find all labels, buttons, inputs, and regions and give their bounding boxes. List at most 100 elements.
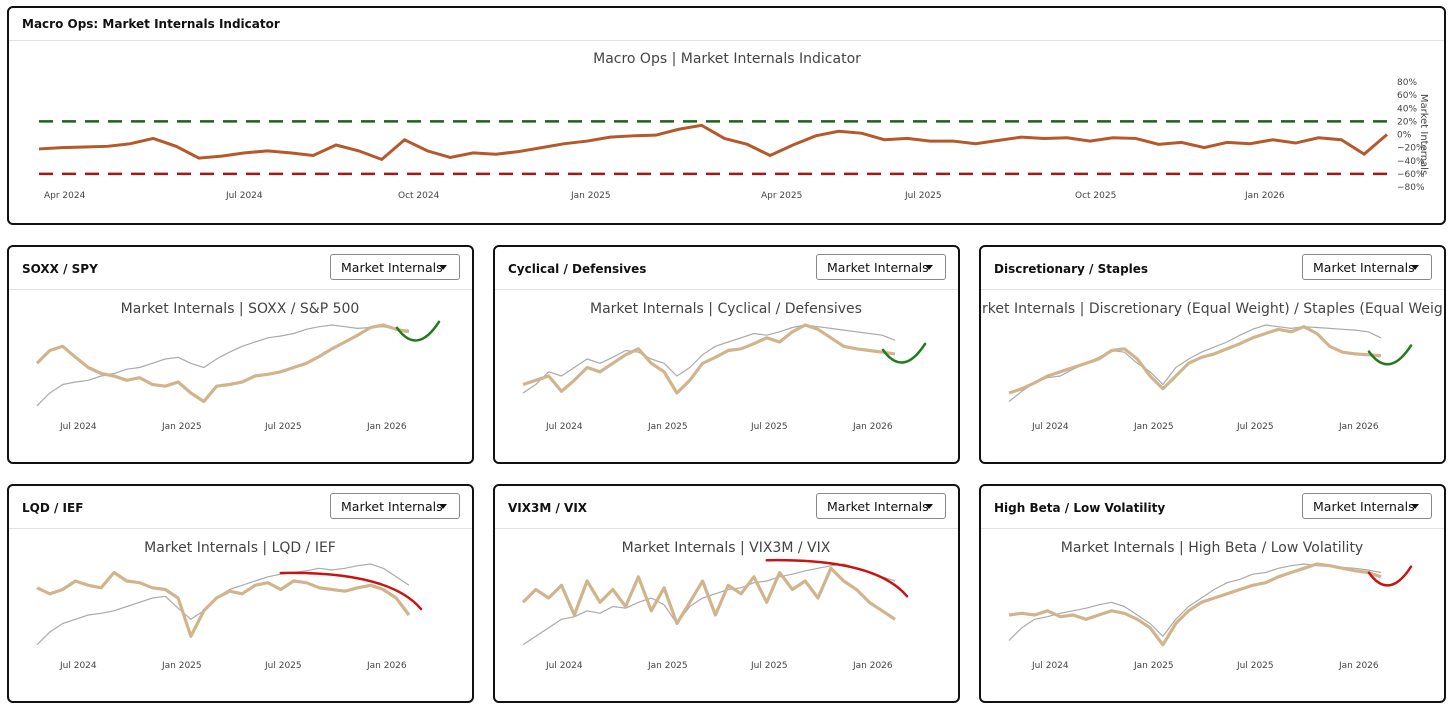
chart-title: Market Internals | VIX3M / VIX bbox=[622, 540, 831, 556]
main-panel-title: Macro Ops: Market Internals Indicator bbox=[22, 17, 280, 31]
panel-header: SOXX / SPY Market Internals bbox=[9, 247, 472, 290]
series-line-market-internals bbox=[35, 323, 410, 404]
x-tick-label: Jan 2025 bbox=[647, 661, 688, 671]
market-internals-dropdown[interactable]: Market Internals bbox=[816, 254, 946, 280]
panel-title: Cyclical / Defensives bbox=[508, 262, 647, 276]
y-tick-label: 60% bbox=[1397, 91, 1417, 101]
market-internals-dropdown[interactable]: Market Internals bbox=[816, 493, 946, 519]
panel-vix3m-vix: VIX3M / VIX Market Internals Market Inte… bbox=[493, 484, 960, 703]
caret-down-icon bbox=[439, 265, 447, 270]
discretionary-staples-chart: Market Internals | Discretionary (Equal … bbox=[981, 301, 1444, 432]
caret-down-icon bbox=[1411, 265, 1419, 270]
panel-title: High Beta / Low Volatility bbox=[994, 501, 1166, 515]
x-tick-label: Jan 2026 bbox=[852, 661, 893, 671]
cyclical-defensives-chart: Market Internals | Cyclical / Defensives… bbox=[522, 301, 927, 432]
y-axis-label: Market Internals bbox=[1418, 94, 1429, 175]
panel-header: Cyclical / Defensives Market Internals bbox=[495, 247, 958, 290]
panel-soxx-spy: SOXX / SPY Market Internals Market Inter… bbox=[7, 245, 474, 464]
main-indicator-panel: Macro Ops: Market Internals Indicator Ma… bbox=[7, 6, 1446, 225]
panel-header: High Beta / Low Volatility Market Intern… bbox=[981, 486, 1444, 529]
chart-title: Market Internals | Discretionary (Equal … bbox=[981, 301, 1444, 317]
series-line-benchmark bbox=[1008, 324, 1382, 402]
y-tick-label: −80% bbox=[1397, 183, 1425, 193]
x-tick-label: Oct 2025 bbox=[1075, 191, 1116, 201]
caret-down-icon bbox=[1411, 504, 1419, 509]
panel-title: SOXX / SPY bbox=[22, 262, 98, 276]
x-tick-label: Jul 2025 bbox=[1236, 661, 1274, 671]
x-tick-label: Jul 2025 bbox=[264, 661, 302, 671]
x-tick-label: Jul 2025 bbox=[264, 422, 302, 432]
annotation-arc bbox=[279, 571, 423, 611]
panel-high-beta-low-volatility: High Beta / Low Volatility Market Intern… bbox=[979, 484, 1446, 703]
x-tick-label: Jul 2024 bbox=[59, 661, 97, 671]
market-internals-dropdown[interactable]: Market Internals bbox=[330, 254, 460, 280]
y-tick-label: 40% bbox=[1397, 104, 1417, 114]
series-line-market-internals bbox=[38, 123, 1388, 162]
x-tick-label: Oct 2024 bbox=[398, 191, 440, 201]
dropdown-label: Market Internals bbox=[1313, 260, 1415, 275]
x-tick-label: Jan 2025 bbox=[1133, 422, 1174, 432]
soxx-spy-chart: Market Internals | SOXX / S&P 500 Jul 202… bbox=[35, 301, 441, 432]
market-internals-dropdown[interactable]: Market Internals bbox=[1302, 493, 1432, 519]
x-tick-label: Jul 2025 bbox=[904, 191, 942, 201]
series-line-market-internals bbox=[521, 566, 896, 626]
x-tick-label: Jul 2024 bbox=[545, 661, 583, 671]
y-tick-label: 0% bbox=[1397, 131, 1412, 141]
x-tick-label: Jul 2024 bbox=[59, 422, 97, 432]
x-tick-label: Jul 2024 bbox=[1031, 422, 1069, 432]
caret-down-icon bbox=[439, 504, 447, 509]
annotation-arc bbox=[881, 342, 927, 364]
y-tick-label: 80% bbox=[1397, 78, 1417, 88]
series-line-market-internals bbox=[1008, 325, 1382, 395]
x-tick-label: Jan 2025 bbox=[161, 661, 202, 671]
panel-title: Discretionary / Staples bbox=[994, 262, 1149, 276]
caret-down-icon bbox=[925, 265, 933, 270]
lqd-ief-chart: Market Internals | LQD / IEF Jul 2024 Jan … bbox=[36, 540, 423, 671]
y-tick-label: −40% bbox=[1397, 157, 1425, 167]
y-tick-label: 20% bbox=[1397, 117, 1417, 127]
series-line-benchmark bbox=[522, 324, 896, 394]
panel-header: LQD / IEF Market Internals bbox=[9, 486, 472, 529]
chart-title: Market Internals | High Beta / Low Volat… bbox=[1061, 540, 1363, 556]
series-line-market-internals bbox=[1008, 562, 1382, 647]
x-tick-label: Jul 2024 bbox=[225, 191, 263, 201]
x-tick-label: Jan 2026 bbox=[852, 422, 893, 432]
main-indicator-chart: Macro Ops | Market Internals Indicator 80… bbox=[38, 51, 1429, 201]
x-tick-label: Jan 2026 bbox=[366, 661, 407, 671]
x-tick-label: Jan 2025 bbox=[161, 422, 202, 432]
dropdown-label: Market Internals bbox=[1313, 499, 1415, 514]
main-panel-header: Macro Ops: Market Internals Indicator bbox=[9, 8, 1444, 41]
dropdown-label: Market Internals bbox=[827, 260, 929, 275]
series-line-market-internals bbox=[36, 570, 411, 638]
x-tick-label: Jan 2025 bbox=[570, 191, 611, 201]
annotation-arc bbox=[1367, 344, 1413, 366]
annotation-arc bbox=[1367, 565, 1413, 587]
annotation-arc bbox=[765, 558, 909, 598]
chart-title: Market Internals | LQD / IEF bbox=[144, 540, 336, 556]
panel-header: VIX3M / VIX Market Internals bbox=[495, 486, 958, 529]
caret-down-icon bbox=[925, 504, 933, 509]
dropdown-label: Market Internals bbox=[341, 260, 443, 275]
series-line-benchmark bbox=[36, 563, 410, 646]
panel-cyclical-defensives: Cyclical / Defensives Market Internals M… bbox=[493, 245, 960, 464]
x-tick-label: Jan 2026 bbox=[1338, 661, 1379, 671]
panel-title: LQD / IEF bbox=[22, 501, 84, 515]
y-tick-label: −60% bbox=[1397, 170, 1425, 180]
dropdown-label: Market Internals bbox=[341, 499, 443, 514]
y-tick-label: −20% bbox=[1397, 144, 1425, 154]
x-tick-label: Jul 2025 bbox=[750, 661, 788, 671]
x-tick-label: Apr 2024 bbox=[44, 191, 86, 201]
annotation-arc bbox=[395, 320, 441, 342]
market-internals-dropdown[interactable]: Market Internals bbox=[1302, 254, 1432, 280]
panel-title: VIX3M / VIX bbox=[508, 501, 588, 515]
x-tick-label: Jan 2026 bbox=[366, 422, 407, 432]
chart-title: Macro Ops | Market Internals Indicator bbox=[593, 51, 861, 67]
market-internals-dropdown[interactable]: Market Internals bbox=[330, 493, 460, 519]
series-line-benchmark bbox=[1008, 563, 1382, 641]
x-tick-label: Apr 2025 bbox=[761, 191, 802, 201]
chart-title: Market Internals | Cyclical / Defensives bbox=[590, 301, 862, 317]
x-tick-label: Jul 2025 bbox=[1236, 422, 1274, 432]
high-beta-low-volatility-chart: Market Internals | High Beta / Low Volat… bbox=[1008, 540, 1413, 671]
series-line-market-internals bbox=[522, 323, 896, 395]
x-tick-label: Jul 2024 bbox=[1031, 661, 1069, 671]
